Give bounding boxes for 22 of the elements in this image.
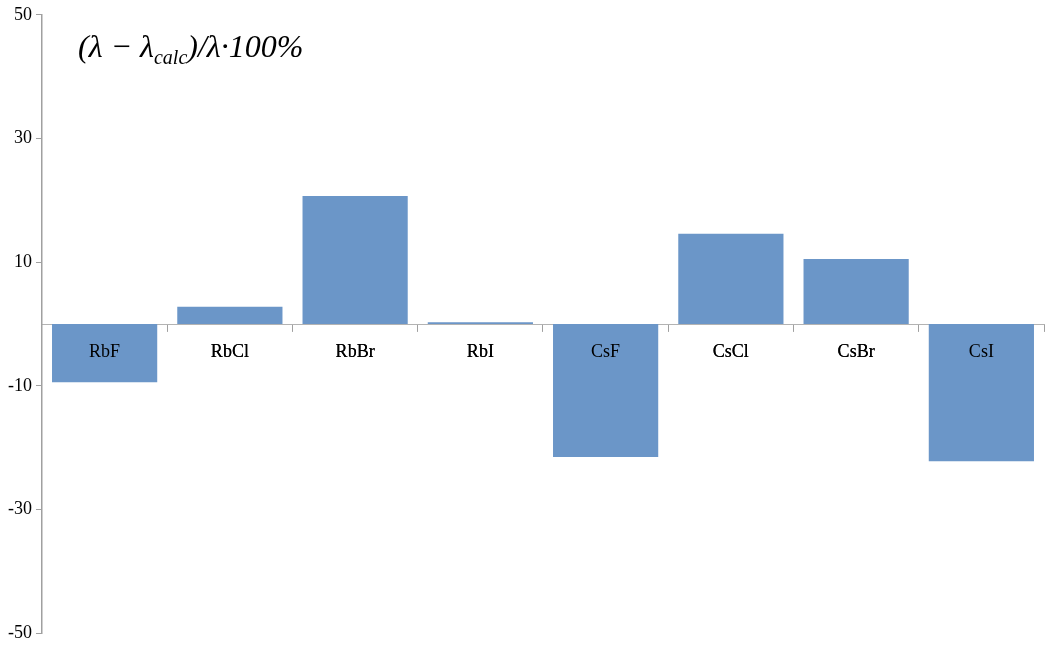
text: (λ − λ$_{calc}$)/λ·100% bbox=[78, 28, 304, 70]
x-tick-label: CsBr bbox=[837, 340, 875, 361]
x-tick-label: RbBr bbox=[335, 340, 375, 361]
y-tick-label: 50 bbox=[13, 3, 32, 24]
y-tick-label: 10 bbox=[13, 250, 32, 271]
y-tick-label: 30 bbox=[13, 127, 32, 148]
bar bbox=[928, 324, 1034, 462]
x-tick-label: RbCl bbox=[210, 340, 249, 361]
x-tick-label: CsCl bbox=[712, 340, 749, 361]
x-tick-label: CsI bbox=[968, 340, 994, 361]
x-tick-label: RbF bbox=[89, 340, 121, 361]
x-tick-label: RbI bbox=[466, 340, 494, 361]
bar bbox=[803, 259, 909, 324]
bar bbox=[52, 324, 158, 383]
y-tick-label: -30 bbox=[7, 498, 32, 519]
y-tick-label: -10 bbox=[7, 374, 32, 395]
bar bbox=[302, 195, 408, 324]
x-tick-label: CsF bbox=[591, 340, 621, 361]
y-tick-label: -50 bbox=[7, 621, 32, 642]
bar bbox=[678, 233, 784, 324]
bar bbox=[177, 306, 283, 324]
bar bbox=[553, 324, 659, 457]
